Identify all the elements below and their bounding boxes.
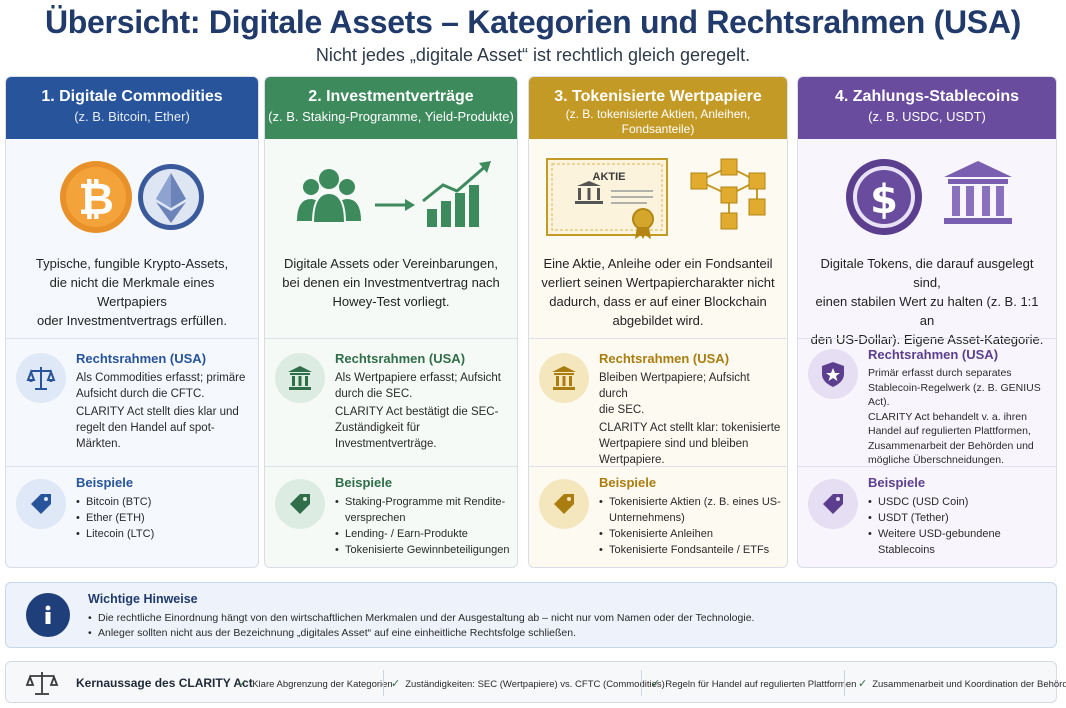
divider [844,670,845,696]
list-item: Litecoin (LTC) [76,526,252,542]
legal-section: Rechtsrahmen (USA) Bleiben Wertpapiere; … [529,338,787,466]
important-notes: Wichtige Hinweise Die rechtliche Einordn… [5,582,1057,648]
list-item: Staking-Programme mit Rendite- versprech… [335,494,511,526]
notes-title: Wichtige Hinweise [88,592,198,606]
page-subtitle: Nicht jedes „digitale Asset“ ist rechtli… [315,45,751,65]
list-item: USDT (Tether) [868,510,1050,526]
examples-section: Beispiele Bitcoin (BTC) Ether (ETH) Lite… [6,466,258,567]
check-icon: ✓ [238,678,248,690]
category-card-stablecoins: 4. Zahlungs-Stablecoins (z. B. USDC, USD… [797,76,1057,568]
legal-section: Rechtsrahmen (USA) Primär erfasst durch … [798,338,1056,466]
card-header: 4. Zahlungs-Stablecoins (z. B. USDC, USD… [798,77,1056,139]
legal-section: Rechtsrahmen (USA) Als Commodities erfas… [6,338,258,466]
clarity-act-summary: Kernaussage des CLARITY Act ✓ Klare Abgre… [5,661,1066,703]
info-icon [26,593,70,637]
examples-section: Beispiele Staking-Programme mit Rendite-… [265,466,517,567]
card-title: 4. Zahlungs-Stablecoins [834,88,1020,105]
scales-icon [24,669,60,702]
category-card-tokenized-securities: 3. Tokenisierte Wertpapiere (z. B. token… [528,76,788,568]
shield-star-icon [808,349,858,399]
check-icon: ✓ [391,678,401,690]
legal-title: Rechtsrahmen (USA) [599,351,730,366]
card-subtitle: (z. B. Bitcoin, Ether) [74,109,190,124]
list-item: USDC (USD Coin) [868,494,1050,510]
card-description: Digitale Tokens, die darauf ausgelegt si… [810,256,1044,347]
card-description: Typische, fungible Krypto-Assets, die ni… [35,256,229,328]
card-header: 2. Investmentverträge (z. B. Staking-Pro… [265,77,517,139]
summary-item: ✓ Regeln für Handel auf regulierten Platt… [651,678,857,690]
check-icon: ✓ [651,678,661,690]
divider [641,670,642,696]
list-item: Tokenisierte Gewinnbeteiligungen [335,542,511,558]
examples-title: Beispiele [599,475,657,490]
card-subtitle: (z. B. tokenisierte Aktien, Anleihen, Fo… [565,107,751,136]
list-item: Tokenisierte Anleihen [599,526,781,542]
list-item: Anleger sollten nicht aus der Bezeichnun… [88,626,754,641]
dollar-bank-icon: $ [846,159,1012,235]
category-card-investment-contracts: 2. Investmentverträge (z. B. Staking-Pro… [264,76,518,568]
institution-icon [275,353,325,403]
examples-section: Beispiele USDC (USD Coin) USDT (Tether) … [798,466,1056,567]
svg-text:$: $ [870,177,898,223]
tag-icon [808,479,858,529]
tag-icon [275,479,325,529]
card-header: 3. Tokenisierte Wertpapiere (z. B. token… [529,77,787,139]
card-title: 3. Tokenisierte Wertpapiere [554,88,762,105]
card-illustration [265,139,517,254]
list-item: Weitere USD-gebundene Stablecoins [868,526,1050,558]
card-illustration: AKTIE [529,139,787,254]
page-title: Übersicht: Digitale Assets – Kategorien … [45,4,1021,40]
list-item: Die rechtliche Einordnung hängt von den … [88,611,754,626]
list-item: Ether (ETH) [76,510,252,526]
check-icon: ✓ [858,678,868,690]
examples-title: Beispiele [76,475,134,490]
people-growth-chart-icon [297,161,491,227]
institution-icon [539,353,589,403]
legal-title: Rechtsrahmen (USA) [868,347,999,362]
examples-title: Beispiele [868,475,926,490]
legal-section: Rechtsrahmen (USA) Als Wertpapiere erfas… [265,338,517,466]
summary-title: Kernaussage des CLARITY Act [76,676,253,690]
summary-item: ✓ Zusammenarbeit und Koordination der Beh… [858,678,1066,690]
card-illustration: ₿ [6,139,258,254]
examples-section: Beispiele Tokenisierte Aktien (z. B. ein… [529,466,787,567]
list-item: Tokenisierte Aktien (z. B. eines US-Unte… [599,494,781,526]
list-item: Lending- / Earn-Produkte [335,526,511,542]
scales-icon [16,353,66,403]
card-description: Eine Aktie, Anleihe oder ein Fondsanteil… [541,256,775,328]
legal-title: Rechtsrahmen (USA) [76,351,207,366]
card-title: 2. Investmentverträge [308,88,474,105]
card-illustration: $ [798,139,1056,254]
certificate-blockchain-icon: AKTIE [546,158,766,239]
card-description: Digitale Assets oder Vereinbarungen, bei… [282,256,500,309]
tag-icon [16,479,66,529]
card-subtitle: (z. B. Staking-Programme, Yield-Produkte… [268,109,514,124]
examples-title: Beispiele [335,475,393,490]
summary-item: ✓ Klare Abgrenzung der Kategorien [238,678,393,690]
divider [383,670,384,696]
card-subtitle: (z. B. USDC, USDT) [868,109,986,124]
certificate-label: AKTIE [593,171,626,183]
legal-title: Rechtsrahmen (USA) [335,351,466,366]
bitcoin-ether-icon: ₿ [60,161,204,233]
summary-item: ✓ Zuständigkeiten: SEC (Wertpapiere) vs. … [391,678,665,690]
list-item: Tokenisierte Fondsanteile / ETFs [599,542,781,558]
svg-text:₿: ₿ [78,174,114,225]
list-item: Bitcoin (BTC) [76,494,252,510]
card-header: 1. Digitale Commodities (z. B. Bitcoin, … [6,77,258,139]
card-title: 1. Digitale Commodities [41,88,223,105]
category-card-commodities: 1. Digitale Commodities (z. B. Bitcoin, … [5,76,259,568]
tag-icon [539,479,589,529]
